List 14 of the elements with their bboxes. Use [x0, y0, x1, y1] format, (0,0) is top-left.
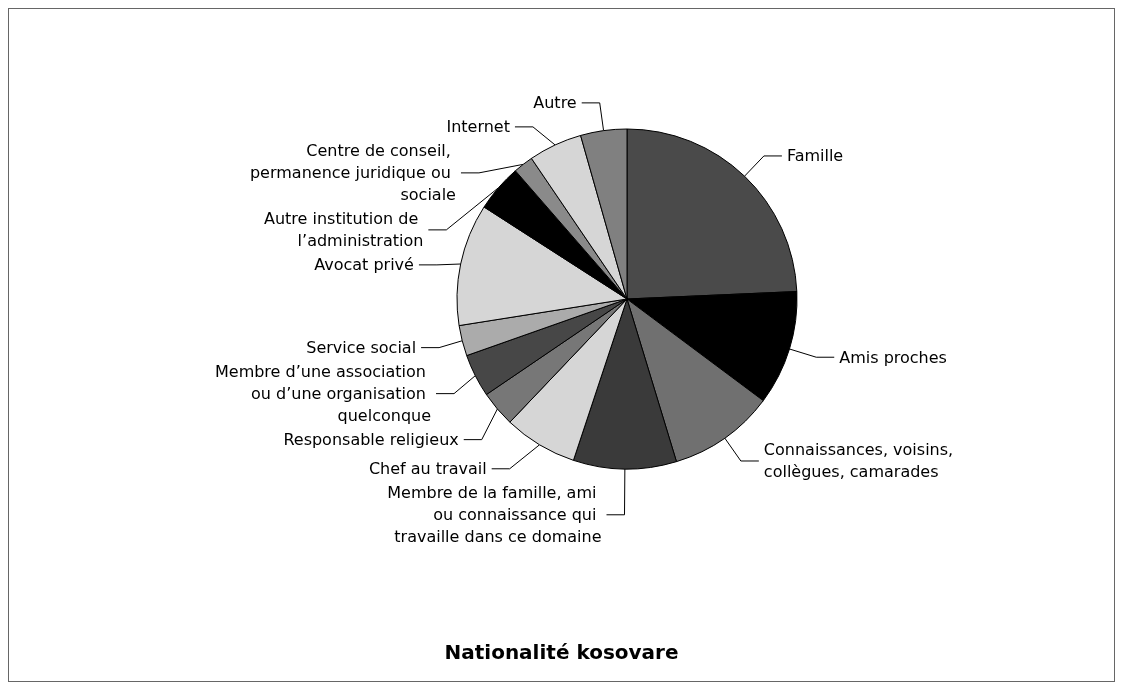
slice-label: Responsable religieux: [283, 430, 459, 450]
slice-label: Centre de conseil, permanence juridique ou sociale: [249, 141, 456, 205]
slice-label: Membre de la famille, ami ou connaissance qui travaille dans ce domaine: [387, 483, 602, 547]
slice-label: Avocat privé: [314, 255, 414, 275]
slice-label: Amis proches: [839, 347, 947, 367]
slice-label: Autre institution de l’administration: [263, 209, 424, 251]
slice-label: Connaissances, voisins, collègues, camarades: [763, 440, 959, 482]
slice-label: Famille: [786, 146, 844, 166]
slice-label: Membre d’une association ou d’une organisation quelconque: [214, 362, 432, 426]
slice-label: Autre: [533, 93, 577, 113]
slice-label: Chef au travail: [368, 459, 487, 479]
text: Nationalité kosovare: [444, 640, 679, 664]
slice-label: Internet: [446, 117, 510, 137]
slice-label: Service social: [306, 338, 417, 358]
